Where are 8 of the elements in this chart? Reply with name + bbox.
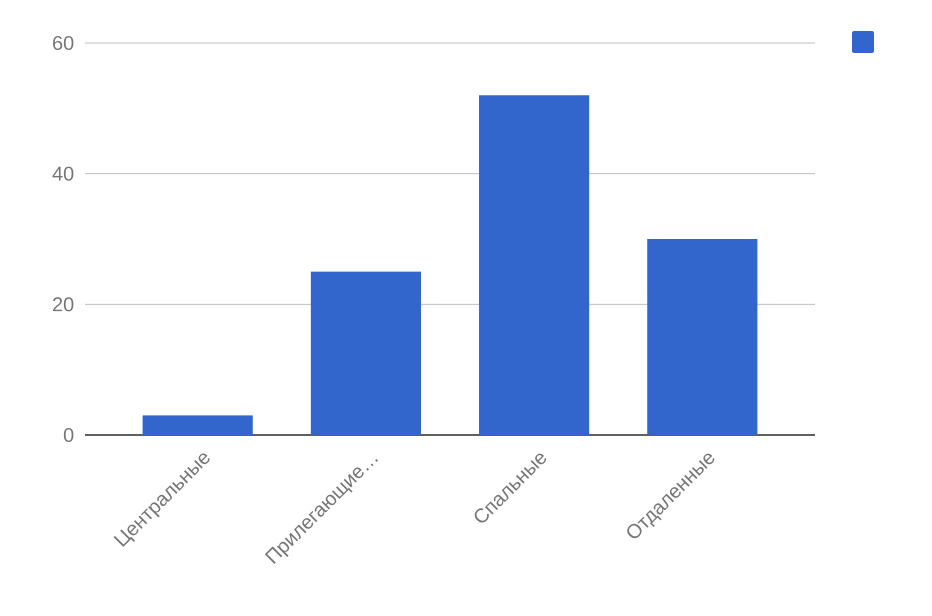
y-tick-label: 20: [53, 297, 74, 312]
y-tick-label: 0: [64, 428, 74, 442]
y-tick-label: 40: [52, 166, 74, 181]
bar: [142, 415, 253, 435]
bar: [647, 238, 758, 435]
bar: [310, 272, 421, 435]
y-tick-label: 60: [53, 36, 74, 50]
bar: [479, 95, 590, 435]
